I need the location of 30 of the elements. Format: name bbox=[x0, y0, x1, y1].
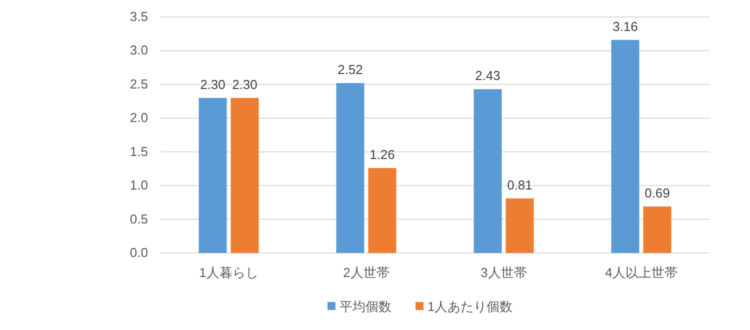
data-label: 0.81 bbox=[507, 177, 532, 192]
x-tick-label: 3人世帯 bbox=[480, 265, 527, 280]
y-tick-label: 1.5 bbox=[130, 144, 148, 159]
y-tick-label: 2.0 bbox=[130, 110, 148, 126]
y-tick-label: 0.5 bbox=[130, 211, 148, 226]
bar bbox=[643, 206, 672, 253]
bar bbox=[336, 83, 364, 253]
bar bbox=[474, 89, 502, 253]
bar bbox=[368, 168, 396, 253]
y-tick-label: 2.5 bbox=[130, 76, 148, 92]
data-label: 2.52 bbox=[338, 62, 363, 78]
y-tick-label: 1.0 bbox=[130, 178, 148, 193]
data-label: 3.16 bbox=[612, 18, 638, 34]
x-tick-label: 2人世帯 bbox=[343, 265, 390, 280]
x-tick-label: 4人以上世帯 bbox=[605, 265, 678, 280]
data-label: 2.30 bbox=[200, 76, 226, 92]
bar bbox=[198, 98, 227, 253]
y-tick-label: 3.0 bbox=[130, 42, 148, 58]
y-tick-label: 0.0 bbox=[130, 245, 148, 260]
data-label: 1.26 bbox=[370, 147, 395, 162]
bar bbox=[611, 40, 640, 253]
data-label: 2.43 bbox=[475, 68, 500, 84]
legend-label: 平均個数 bbox=[340, 299, 392, 314]
bar bbox=[506, 198, 534, 253]
data-label: 0.69 bbox=[644, 185, 670, 200]
bar bbox=[230, 98, 259, 253]
y-tick-label: 3.5 bbox=[130, 9, 148, 24]
data-label: 2.30 bbox=[232, 76, 258, 92]
x-tick-label: 1人暮らし bbox=[199, 265, 258, 280]
legend-label: 1人あたり個数 bbox=[428, 299, 513, 314]
